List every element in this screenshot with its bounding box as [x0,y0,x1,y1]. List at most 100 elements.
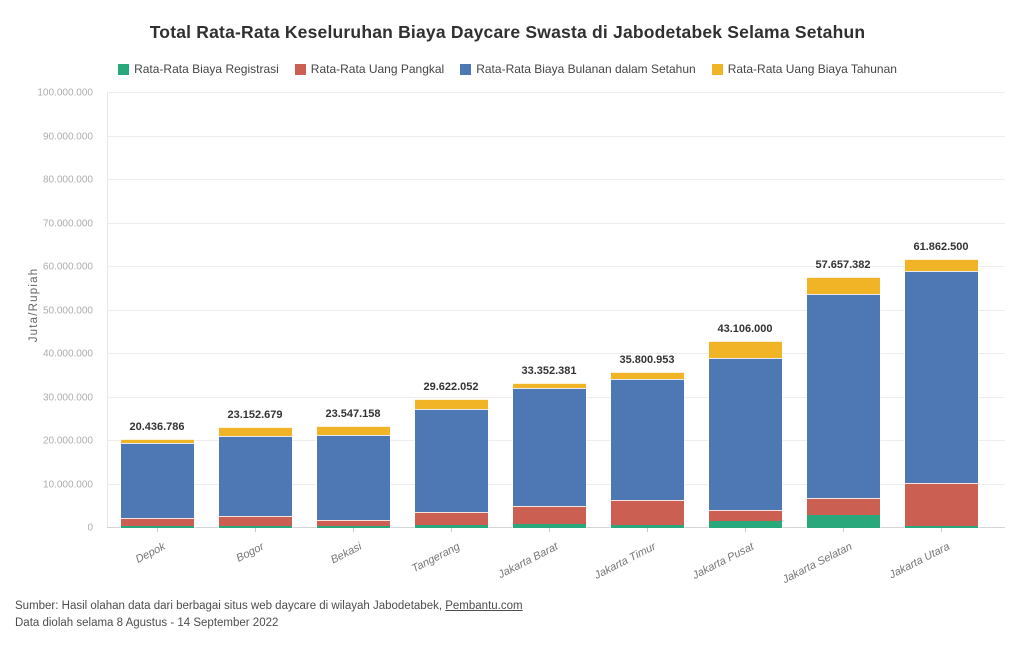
bar-bogor [217,427,293,528]
y-tick-label: 90.000.000 [42,131,93,142]
y-tick-label: 0 [87,522,93,534]
segment-rata-rata-biaya-registrasi-jakarta-barat[interactable] [512,524,586,528]
segment-rata-rata-uang-pangkal-jakarta-pusat[interactable] [708,510,782,521]
segment-rata-rata-biaya-bulanan-dalam-setahun-jakarta-utara[interactable] [904,270,978,484]
gridline [107,179,1005,180]
x-axis-tick [745,528,746,532]
gridline [107,135,1005,137]
x-axis-tick [255,528,256,532]
x-axis-label-jakarta-pusat: Jakarta Pusat [690,540,756,582]
legend-swatch-icon [460,63,472,75]
footer-processed-line: Data diolah selama 8 Agustus - 14 Septem… [15,617,279,629]
segment-rata-rata-uang-biaya-tahunan-jakarta-utara[interactable] [904,258,978,271]
legend-swatch-icon [711,63,723,75]
bar-jakarta-selatan [805,277,881,528]
footer-source-text: Sumber: Hasil olahan data dari berbagai … [15,600,446,612]
gridline [107,353,1005,354]
segment-rata-rata-uang-biaya-tahunan-bekasi[interactable] [316,425,390,435]
y-tick-label: 30.000.000 [42,392,93,403]
legend: Rata-Rata Biaya Registrasi Rata-Rata Uang… [0,62,1015,76]
segment-rata-rata-biaya-registrasi-jakarta-timur[interactable] [610,525,684,528]
bar-total-label-jakarta-timur: 35.800.953 [619,354,675,367]
segment-rata-rata-uang-pangkal-tangerang[interactable] [414,511,488,525]
bar-total-label-tangerang: 29.622.052 [423,381,479,394]
x-axis-label-jakarta-timur: Jakarta Timur [592,540,658,582]
segment-rata-rata-biaya-bulanan-dalam-setahun-jakarta-barat[interactable] [512,387,586,506]
segment-rata-rata-biaya-bulanan-dalam-setahun-jakarta-selatan[interactable] [806,293,880,498]
y-tick-label: 100.000.000 [37,87,93,99]
legend-item-rata-rata-uang-biaya-tahunan[interactable]: Rata-Rata Uang Biaya Tahunan [711,62,897,76]
segment-rata-rata-uang-pangkal-jakarta-barat[interactable] [512,505,586,525]
legend-swatch-icon [118,63,130,75]
bar-total-label-jakarta-utara: 61.862.500 [913,240,969,253]
plot-area: 0 10.000.000 20.000.000 30.000.000 40.000.00… [37,88,1005,586]
y-tick-label: 60.000.000 [42,261,93,273]
y-axis-line [107,93,108,528]
segment-rata-rata-biaya-bulanan-dalam-setahun-depok[interactable] [120,442,194,519]
legend-swatch-icon [294,63,306,75]
segment-rata-rata-uang-pangkal-bekasi[interactable] [316,519,390,527]
bar-bekasi [315,425,391,528]
y-tick-label: 20.000.000 [42,435,93,447]
segment-rata-rata-uang-biaya-tahunan-bogor[interactable] [218,427,292,436]
x-axis-label-tangerang: Tangerang [409,540,462,576]
segment-rata-rata-uang-pangkal-jakarta-timur[interactable] [610,499,684,526]
bar-tangerang [413,399,489,528]
segment-rata-rata-biaya-bulanan-dalam-setahun-tangerang[interactable] [414,409,488,512]
segment-rata-rata-uang-pangkal-bogor[interactable] [218,516,292,527]
x-axis-tick [549,528,550,532]
segment-rata-rata-biaya-registrasi-jakarta-selatan[interactable] [806,514,880,528]
bar-total-label-depok: 20.436.786 [129,421,185,434]
legend-item-rata-rata-biaya-registrasi[interactable]: Rata-Rata Biaya Registrasi [118,62,279,76]
bar-total-label-jakarta-barat: 33.352.381 [521,364,577,377]
segment-rata-rata-biaya-registrasi-tangerang[interactable] [414,524,488,528]
segment-rata-rata-biaya-registrasi-bogor[interactable] [218,526,292,528]
segment-rata-rata-biaya-bulanan-dalam-setahun-bekasi[interactable] [316,434,390,520]
segment-rata-rata-biaya-registrasi-jakarta-utara[interactable] [904,525,978,528]
x-axis-tick [451,528,452,532]
footer: Sumber: Hasil olahan data dari berbagai … [15,598,523,632]
segment-rata-rata-uang-biaya-tahunan-jakarta-selatan[interactable] [806,277,880,294]
footer-source-line: Sumber: Hasil olahan data dari berbagai … [15,598,523,615]
gridline [107,92,1005,93]
segment-rata-rata-biaya-registrasi-depok[interactable] [120,525,194,528]
bar-jakarta-pusat [707,340,783,528]
legend-item-rata-rata-biaya-bulanan-dalam-setahun[interactable]: Rata-Rata Biaya Bulanan dalam Setahun [460,62,696,76]
x-axis-tick [843,528,844,532]
segment-rata-rata-uang-biaya-tahunan-jakarta-timur[interactable] [610,372,684,380]
bar-jakarta-barat [511,382,587,528]
x-axis-label-bekasi: Bekasi [328,540,364,567]
x-axis-label-depok: Depok [133,540,168,566]
segment-rata-rata-uang-pangkal-jakarta-selatan[interactable] [806,497,880,515]
segment-rata-rata-biaya-registrasi-bekasi[interactable] [316,526,390,528]
y-tick-label: 50.000.000 [42,305,93,316]
footer-source-link[interactable]: Pembantu.com [445,600,523,612]
segment-rata-rata-uang-biaya-tahunan-jakarta-pusat[interactable] [708,340,782,358]
legend-label: Rata-Rata Biaya Bulanan dalam Setahun [476,62,696,76]
bar-jakarta-timur [609,372,685,528]
x-axis-label-jakarta-utara: Jakarta Utara [887,540,952,582]
segment-rata-rata-uang-pangkal-depok[interactable] [120,518,194,526]
segment-rata-rata-uang-pangkal-jakarta-utara[interactable] [904,483,978,526]
bar-total-label-jakarta-pusat: 43.106.000 [717,322,773,335]
x-axis-tick [941,528,942,532]
legend-item-rata-rata-uang-pangkal[interactable]: Rata-Rata Uang Pangkal [294,62,444,76]
bar-total-label-bogor: 23.152.679 [227,409,283,422]
bar-jakarta-utara [903,258,979,528]
segment-rata-rata-uang-biaya-tahunan-depok[interactable] [120,439,194,443]
segment-rata-rata-biaya-bulanan-dalam-setahun-bogor[interactable] [218,435,292,517]
y-tick-label: 40.000.000 [42,348,93,360]
segment-rata-rata-biaya-bulanan-dalam-setahun-jakarta-timur[interactable] [610,379,684,500]
y-tick-label: 80.000.000 [42,174,93,186]
chart-title: Total Rata-Rata Keseluruhan Biaya Daycar… [149,22,866,42]
segment-rata-rata-uang-biaya-tahunan-tangerang[interactable] [414,399,488,410]
segment-rata-rata-uang-biaya-tahunan-jakarta-barat[interactable] [512,382,586,388]
segment-rata-rata-biaya-registrasi-jakarta-pusat[interactable] [708,520,782,528]
x-axis-tick [157,528,158,532]
bar-total-label-jakarta-selatan: 57.657.382 [815,259,871,272]
gridline [107,309,1005,311]
legend-label: Rata-Rata Biaya Registrasi [134,62,279,76]
segment-rata-rata-biaya-bulanan-dalam-setahun-jakarta-pusat[interactable] [708,357,782,511]
gridline [107,266,1005,267]
